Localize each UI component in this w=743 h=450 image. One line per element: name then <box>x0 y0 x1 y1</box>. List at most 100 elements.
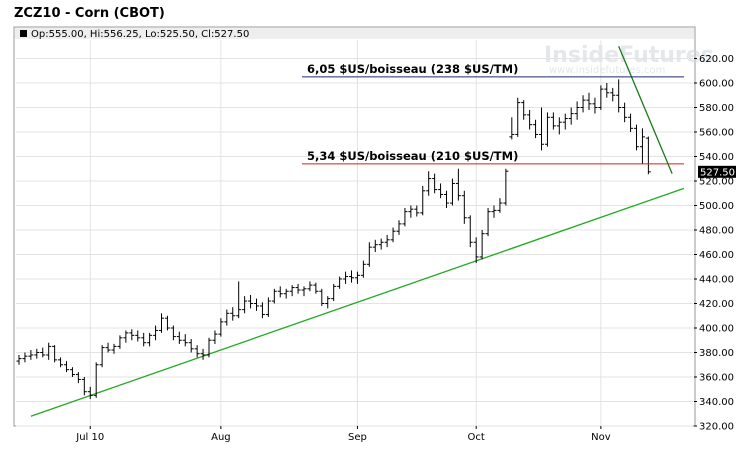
ohlc-summary-bar <box>15 28 694 39</box>
ohlc-bar <box>497 198 503 213</box>
ohlc-bar <box>325 296 331 309</box>
ohlc-bar <box>378 238 384 250</box>
ohlc-bar <box>556 117 562 135</box>
ohlc-bar <box>610 87 616 102</box>
ohlc-bar <box>414 205 420 217</box>
ohlc-bar <box>295 283 301 294</box>
ohlc-bar <box>390 227 396 243</box>
ohlc-bar <box>592 97 598 114</box>
ohlc-bar <box>176 331 182 344</box>
y-tick-label: 520.00 <box>699 177 734 188</box>
y-axis: 320.00 340.00 360.00 380.00 400.00 420.00 440.… <box>694 54 734 433</box>
trendline <box>618 45 673 174</box>
ohlc-bar <box>634 124 639 151</box>
ohlc-bar <box>420 185 426 216</box>
ohlc-bar <box>574 101 580 120</box>
ohlc-bar <box>22 352 28 363</box>
ohlc-bar <box>75 372 81 384</box>
ohlc-bar <box>491 205 497 218</box>
ohlc-bar <box>521 100 527 120</box>
y-tick-label: 580.00 <box>699 103 734 114</box>
last-price-tag: 527.50 <box>698 165 736 178</box>
ohlc-bar <box>135 330 141 342</box>
ohlc-bar <box>331 283 337 302</box>
y-tick-label: 320.00 <box>699 422 734 433</box>
annotation-label: 5,34 $US/boisseau (210 $US/TM) <box>307 149 518 163</box>
x-tick-label: Nov <box>591 432 611 443</box>
y-tick-label: 480.00 <box>699 226 734 237</box>
ohlc-bar <box>444 190 449 208</box>
ohlc-summary: Op:555.00, Hi:556.25, Lo:525.50, Cl:527.… <box>31 29 249 40</box>
y-tick-label: 460.00 <box>699 250 734 261</box>
ohlc-bar <box>527 109 533 130</box>
ohlc-bar <box>16 354 22 365</box>
ohlc-bar <box>28 350 34 360</box>
y-tick-label: 620.00 <box>699 54 734 65</box>
ohlc-bar <box>408 205 414 218</box>
ohlc-bar <box>182 334 188 347</box>
ohlc-bar <box>81 377 87 396</box>
ohlc-bar <box>99 345 105 368</box>
annotation-label: 6,05 $US/boisseau (238 $US/TM) <box>307 62 518 76</box>
ohlc-bar <box>159 313 164 333</box>
ohlc-bar <box>224 309 230 326</box>
ohlc-bar <box>372 239 378 253</box>
ohlc-bar <box>533 119 539 139</box>
ohlc-bar <box>455 168 461 201</box>
annotation-layer: 6,05 $US/boisseau (238 $US/TM) 5,34 $US/b… <box>302 62 684 165</box>
y-tick-label: 400.00 <box>699 324 734 335</box>
ohlc-bar <box>438 183 444 199</box>
ohlc-bar <box>343 271 349 284</box>
ohlc-bar <box>485 207 491 237</box>
ohlc-bar <box>366 242 372 267</box>
ohlc-bar <box>313 282 319 294</box>
ohlc-bar <box>645 136 651 175</box>
ohlc-bar <box>396 220 402 235</box>
ohlc-bar <box>206 337 212 358</box>
ohlc-bar <box>432 173 438 194</box>
ohlc-bar <box>123 330 129 343</box>
ohlc-bar <box>616 79 622 113</box>
ohlc-bar <box>93 362 99 398</box>
ohlc-bar <box>550 112 556 130</box>
ohlc-bar <box>46 342 52 360</box>
ohlc-bar <box>218 318 224 337</box>
ohlc-bar <box>170 325 176 341</box>
ohlc-bar <box>349 270 354 283</box>
y-tick-label: 540.00 <box>699 152 734 163</box>
plot-frame <box>13 26 696 427</box>
ohlc-bar <box>467 215 473 248</box>
x-tick-label: Sep <box>348 432 367 443</box>
ohlc-bar <box>69 367 75 377</box>
ohlc-bar <box>111 343 117 354</box>
ohlc-bar <box>449 178 455 206</box>
ohlc-bar <box>153 325 159 341</box>
ohlc-bar <box>129 329 135 341</box>
ohlc-bar <box>354 271 360 284</box>
ohlc-bar <box>265 297 271 317</box>
watermark-logo: InsideFutures <box>544 43 714 68</box>
ohlc-bar <box>58 357 64 368</box>
ohlc-bar <box>426 171 432 196</box>
ohlc-bar <box>34 348 40 359</box>
ohlc-bar <box>384 234 390 248</box>
ohlc-bar <box>164 315 170 331</box>
ohlc-bar <box>307 281 313 292</box>
ohlc-bar <box>289 285 295 297</box>
ohlc-bar <box>544 112 550 147</box>
ohlc-bar <box>402 207 408 227</box>
ohlc-bar <box>568 107 574 125</box>
ohlc-bar <box>509 117 515 140</box>
series-swatch-icon <box>20 30 27 37</box>
ohlc-bar <box>562 113 568 130</box>
ohlc-bar <box>40 347 46 358</box>
ohlc-bar <box>105 342 111 353</box>
ohlc-bar <box>254 298 259 311</box>
ohlc-bar <box>319 288 325 306</box>
x-tick-label: Oct <box>468 432 485 443</box>
grid-layer <box>16 40 693 427</box>
ohlc-bar <box>236 281 242 319</box>
y-tick-label: 500.00 <box>699 201 734 212</box>
y-tick-label: 560.00 <box>699 128 734 139</box>
